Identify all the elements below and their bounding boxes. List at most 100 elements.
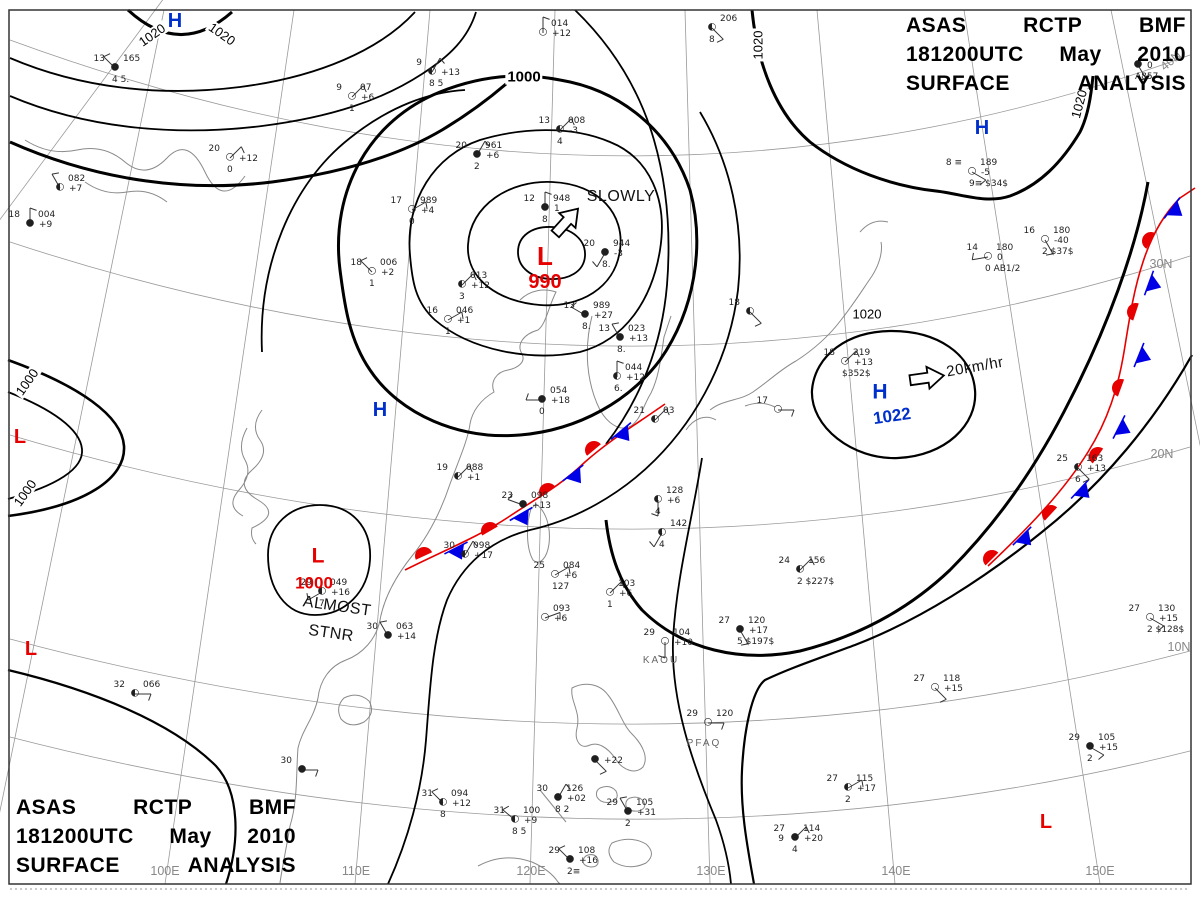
station-weather: 6	[1075, 475, 1081, 485]
station-pressure: 219	[853, 348, 871, 358]
longitude-label: 130E	[696, 863, 726, 878]
station-change: +1	[457, 316, 471, 326]
station-change: +22	[604, 756, 623, 766]
wind-barb-feather	[565, 783, 571, 790]
station-pressure: 063	[396, 622, 414, 632]
station-pressure: 961	[485, 141, 503, 151]
wind-barb-feather	[461, 311, 464, 319]
station-change: +15	[944, 684, 963, 694]
wind-barb-feather	[1082, 478, 1090, 483]
station-change: +13	[1087, 464, 1106, 474]
station-circle-icon: ○	[225, 151, 235, 163]
station-pressure: 944	[613, 239, 631, 249]
station-temp: 13	[93, 54, 105, 64]
title-line-1: ASAS RCTP BMF	[16, 796, 296, 819]
station-circle-icon: ◐	[657, 526, 667, 538]
station-change: +15	[1099, 743, 1118, 753]
wind-barb-feather	[103, 53, 111, 58]
station-change: -5	[981, 168, 990, 178]
longitude-label: 100E	[150, 863, 180, 878]
station-temp: 27	[718, 616, 730, 626]
station-temp: 27	[1128, 604, 1140, 614]
latitude-label: 20N	[1150, 446, 1174, 461]
wind-barb	[476, 140, 486, 156]
wind-barb	[351, 85, 364, 98]
wind-barb-feather	[439, 57, 445, 64]
wind-barb	[103, 56, 116, 69]
wind-barb	[971, 171, 987, 181]
wind-barb	[1089, 746, 1105, 756]
warm-front-semicircle-icon	[1127, 303, 1139, 321]
wind-barb	[847, 779, 863, 789]
isobar-label: 1020	[750, 28, 766, 62]
warm-front-semicircle-icon	[1112, 379, 1125, 397]
cold-segment	[509, 506, 533, 522]
wind-barb	[507, 499, 524, 506]
station-change: +12	[239, 154, 258, 164]
wind-barb-feather	[148, 693, 152, 701]
wind-barb-feather	[502, 805, 510, 811]
station-temp: 25	[533, 561, 545, 571]
station-temp: 30	[366, 622, 378, 632]
station-change: +6	[554, 614, 568, 624]
wind-barbs	[29, 16, 1165, 861]
station-pressure: 054	[550, 386, 568, 396]
station-circle-icon: ○	[967, 165, 977, 177]
station-pressure: 948	[553, 194, 571, 204]
wind-barb	[609, 581, 622, 594]
station-circle-icon: ◐	[795, 563, 805, 575]
cold-front-triangle-icon	[447, 543, 465, 560]
station-change: +17	[749, 626, 768, 636]
title-block-bottom-left: ASAS RCTP BMF 181200UTC May 2010 SURFACE ANALYS…	[16, 796, 296, 883]
station-weather: 2	[845, 795, 851, 805]
station-circle-icon: ◐	[555, 123, 565, 135]
station-pressure: 088	[466, 463, 484, 473]
station-pressure: 126	[566, 784, 584, 794]
station-circle-icon: ◐	[457, 278, 467, 290]
station-temp: 24	[778, 556, 790, 566]
station-circle-icon: ◐	[55, 181, 65, 193]
map-border	[8, 9, 1192, 885]
station-change: 0	[997, 253, 1003, 263]
station-change: +16	[579, 856, 598, 866]
station-weather: 4	[792, 845, 798, 855]
station-pressure: 115	[856, 774, 874, 784]
station-weather: 0	[539, 407, 545, 417]
station-circle-icon: ○	[983, 250, 993, 262]
station-circle-icon: ●	[540, 201, 550, 213]
station-circle-icon: ●	[297, 763, 307, 775]
wind-barb-feather	[599, 770, 607, 775]
station-circle-icon: ●	[600, 246, 610, 258]
station-pressure: 049	[330, 578, 348, 588]
station-pressure: 189	[980, 158, 998, 168]
station-pressure: 206	[720, 14, 738, 24]
station-weather: 2≡	[567, 867, 581, 877]
station-circle-icon: ◐	[653, 493, 663, 505]
low-center-symbol: L	[1039, 811, 1053, 833]
station-weather: 8 2	[555, 805, 570, 815]
latitude-label: 30N	[1149, 256, 1173, 271]
station-circle-icon: ●	[1085, 740, 1095, 752]
station-change: +12	[471, 281, 490, 291]
wind-barb-feather	[570, 118, 575, 126]
station-temp: 29	[1068, 733, 1080, 743]
station-change: 0	[1147, 61, 1153, 71]
station-weather: 2	[625, 819, 631, 829]
cold-front-triangle-icon	[565, 467, 582, 484]
station-pressure: 163	[1086, 454, 1104, 464]
station-weather: 4	[659, 540, 665, 550]
station-pressure: 989	[420, 196, 438, 206]
station-change: +18	[551, 396, 570, 406]
wind-barb	[1149, 617, 1165, 627]
wind-barb-feather	[741, 643, 749, 646]
station-weather: 4	[557, 137, 563, 147]
station-temp: 25	[1056, 454, 1068, 464]
wind-barb	[794, 826, 807, 839]
station-circle-icon: ●	[553, 791, 563, 803]
station-temp: 27	[826, 774, 838, 784]
title-line-2: 181200UTC May 2010	[906, 43, 1186, 66]
station-temp: 30	[536, 784, 548, 794]
station-pressure: 130	[1158, 604, 1176, 614]
station-change: +14	[397, 632, 416, 642]
